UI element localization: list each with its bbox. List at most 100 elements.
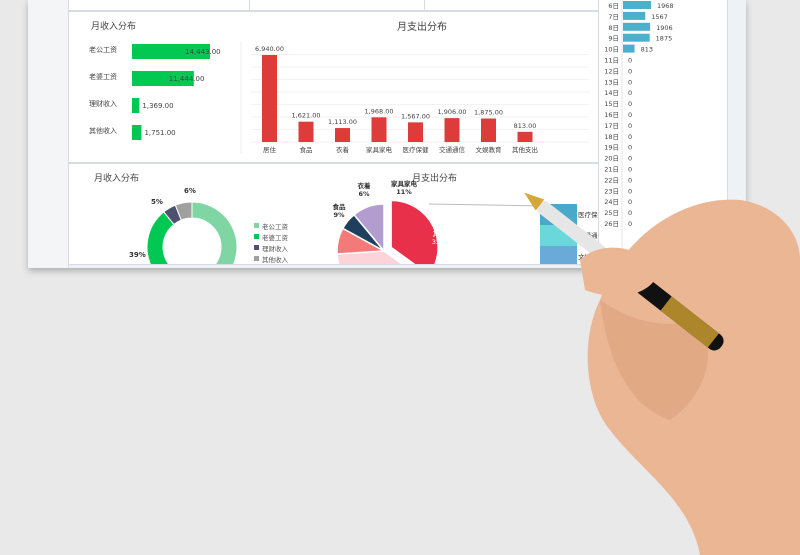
- bar-charts: 老公工资 14,443.00 老婆工资 11,444.00 理财收入 1,369.00 其他…: [89, 42, 589, 154]
- legend-item: 理财收入: [262, 244, 289, 253]
- pie-label: 其他: [433, 229, 447, 238]
- pie-label: 9%: [333, 211, 345, 219]
- bar-charts-panel: 老公工资 14,443.00 老婆工资 11,444.00 理财收入 1,369.00 其他…: [68, 11, 600, 163]
- pie-charts-panel: 39% 5% 6% 老公工资 老婆工资 理财收入 其他收入 其他 35% 食品 9% 衣着 6% 家具家电…: [68, 163, 600, 265]
- income-value-label: 1,751.00: [144, 129, 175, 137]
- expense-value-label: 1,113.00: [328, 118, 357, 126]
- income-category-label: 其他收入: [89, 126, 117, 135]
- day-label: 9日: [608, 35, 619, 43]
- expense-bar: [371, 117, 387, 142]
- expense-category-label: 家具家电: [366, 145, 393, 154]
- expense-pie-slice: [336, 250, 404, 264]
- income-category-label: 老公工资: [89, 45, 117, 54]
- daily-value: 0: [628, 144, 632, 152]
- expense-bar: [481, 118, 496, 142]
- expense-category-label: 文娱教育: [476, 145, 503, 154]
- daily-value: 1968: [657, 2, 674, 10]
- day-label: 15日: [604, 100, 619, 108]
- day-label: 17日: [604, 122, 619, 130]
- income-donut-slice: [174, 201, 193, 221]
- daily-value: 0: [628, 133, 632, 141]
- expense-pie-slice: [390, 199, 439, 264]
- daily-bar-chart: 6日 1968 7日 1567 8日 1906 9日 1875 10日 813 11日 0 12日 0 13…: [604, 0, 674, 268]
- daily-value: 0: [628, 111, 632, 119]
- pie-label: 35%: [432, 238, 446, 246]
- expense-category-label: 医疗保健: [403, 145, 430, 154]
- day-label: 12日: [604, 67, 619, 75]
- expense-bar: [444, 118, 460, 142]
- sub-bar-segment: [540, 246, 577, 264]
- daily-value: 0: [628, 89, 632, 97]
- day-label: 11日: [604, 57, 619, 65]
- donut-label: 5%: [151, 198, 163, 206]
- day-label: 10日: [604, 46, 619, 54]
- daily-value: 813: [641, 46, 653, 54]
- day-label: 25日: [604, 209, 619, 217]
- daily-bar: [623, 11, 646, 20]
- day-label: 20日: [604, 155, 619, 163]
- expense-pie-title: 月支出分布: [412, 174, 458, 184]
- day-label: 24日: [604, 198, 619, 206]
- expense-category-label: 居住: [263, 145, 277, 154]
- daily-value: 0: [628, 198, 632, 206]
- daily-value: 0: [628, 57, 632, 65]
- expense-value-label: 1,567.00: [401, 112, 430, 120]
- legend-swatch: [254, 223, 259, 228]
- daily-value: 0: [628, 78, 632, 86]
- income-bar: [132, 125, 142, 140]
- expense-value-label: 1,875.00: [474, 108, 503, 116]
- day-label: 16日: [604, 111, 619, 119]
- legend-swatch: [254, 234, 259, 239]
- income-donut-slice: [191, 201, 238, 264]
- income-category-label: 老婆工资: [89, 72, 117, 81]
- expense-bar: [408, 122, 423, 142]
- pie-label: 食品: [332, 202, 347, 211]
- expense-value-label: 6,940.00: [255, 45, 284, 53]
- income-bar: [132, 98, 140, 113]
- expense-pie-slice: [352, 203, 385, 254]
- legend-item: 老婆工资: [262, 233, 289, 242]
- day-label: 8日: [608, 24, 619, 32]
- legend-swatch: [254, 256, 259, 261]
- income-value-label: 11,444.00: [169, 75, 205, 83]
- income-donut-title: 月收入分布: [94, 174, 140, 184]
- daily-value: 0: [628, 122, 632, 130]
- day-label: 19日: [604, 144, 619, 152]
- connector-line: [428, 203, 545, 207]
- pie-label: 衣着: [358, 181, 372, 190]
- expense-bar: [262, 55, 277, 142]
- spreadsheet-window: 老公工资 14,443.00 老婆工资 11,444.00 理财收入 1,369.00 其他…: [28, 0, 746, 269]
- day-label: 18日: [604, 133, 619, 141]
- expense-category-label: 交通通信: [439, 145, 466, 154]
- daily-value: 0: [628, 209, 632, 217]
- sheet-margin: [28, 0, 69, 268]
- expense-bar: [335, 128, 350, 142]
- income-category-label: 理财收入: [89, 99, 117, 108]
- expense-category-label: 食品: [300, 145, 313, 154]
- expense-category-label: 其他支出: [512, 145, 538, 154]
- daily-value: 1875: [656, 35, 673, 43]
- pie-label: 家具家电: [391, 179, 418, 188]
- daily-bar: [623, 33, 650, 42]
- day-label: 26日: [604, 220, 619, 228]
- daily-value: 0: [628, 166, 632, 174]
- donut-label: 39%: [129, 251, 146, 259]
- expense-bar: [298, 121, 314, 142]
- daily-value: 1906: [656, 24, 673, 32]
- daily-bar: [623, 1, 651, 9]
- day-label: 14日: [604, 89, 619, 97]
- daily-value: 1567: [651, 13, 668, 21]
- day-label: 23日: [604, 187, 619, 195]
- daily-value: 0: [628, 220, 632, 228]
- daily-bar: [623, 44, 635, 53]
- expense-bar: [517, 131, 533, 142]
- expense-bar-title: 月支出分布: [397, 22, 447, 33]
- sub-bar-label: 医疗保健, 9%: [578, 210, 599, 219]
- daily-value: 0: [628, 100, 632, 108]
- legend-item: 老公工资: [262, 222, 289, 231]
- day-label: 7日: [608, 13, 619, 21]
- pie-label: 11%: [396, 188, 412, 196]
- expense-value-label: 813.00: [514, 122, 537, 130]
- pie-charts: 39%5%6%老公工资老婆工资理财收入其他收入其他35%食品9%衣着6%家具家电…: [129, 179, 599, 264]
- legend-item: 其他收入: [262, 255, 289, 264]
